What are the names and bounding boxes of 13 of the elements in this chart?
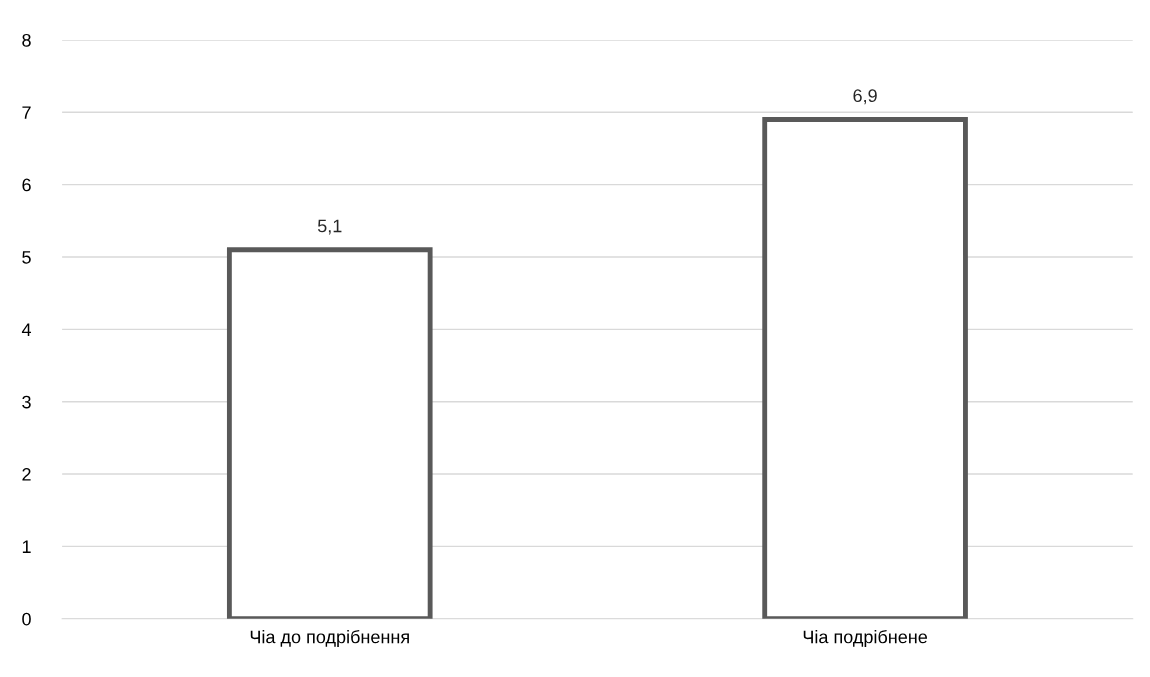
y-tick-label: 7 [22, 106, 31, 119]
y-tick-label: 6 [22, 178, 31, 192]
y-tick-label: 2 [22, 468, 31, 481]
y-tick-label: 5 [22, 251, 31, 264]
y-tick-label: 3 [22, 395, 31, 409]
x-tick-label: Чіа подрібнене [803, 629, 928, 647]
y-tick-label: 0 [22, 612, 31, 626]
y-tick-label: 4 [21, 323, 32, 336]
x-tick-label: Чіа до подрібнення [250, 629, 409, 647]
data-label: 5,1 [317, 219, 342, 235]
data-label: 6,9 [853, 89, 877, 105]
y-tick-label: 8 [22, 33, 31, 47]
y-tick-label: 1 [22, 540, 31, 553]
